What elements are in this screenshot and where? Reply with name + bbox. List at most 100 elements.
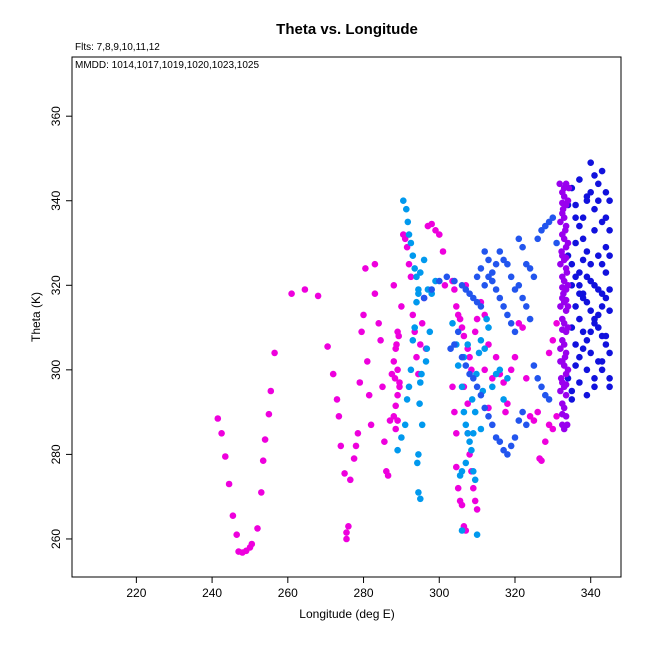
y-tick-label-2: 300 xyxy=(49,360,63,380)
data-point-s1-37 xyxy=(460,408,468,416)
data-point-s1-63 xyxy=(496,366,504,374)
data-point-s3-61 xyxy=(598,260,606,268)
x-tick-label-3: 280 xyxy=(354,586,374,600)
data-point-s3-30 xyxy=(587,328,594,336)
data-point-s2-67 xyxy=(454,328,462,336)
data-point-s3-7 xyxy=(591,172,598,179)
data-point-s0-1 xyxy=(218,430,225,437)
data-point-s0-135 xyxy=(542,438,549,446)
data-point-s0-26 xyxy=(341,470,348,477)
data-point-s2-21 xyxy=(519,243,526,251)
data-point-s4-49 xyxy=(560,290,567,298)
data-point-s4-52 xyxy=(562,227,569,234)
data-point-s1-55 xyxy=(462,459,470,467)
data-point-s4-33 xyxy=(564,197,572,204)
data-point-s3-20 xyxy=(595,324,602,331)
data-point-s1-40 xyxy=(466,438,473,446)
data-point-s0-142 xyxy=(481,366,489,374)
data-point-s0-0 xyxy=(214,415,222,422)
data-point-s2-23 xyxy=(526,265,534,272)
data-point-s1-38 xyxy=(462,421,470,429)
data-point-s4-57 xyxy=(562,381,570,388)
data-point-s2-30 xyxy=(553,239,560,247)
data-point-s0-63 xyxy=(413,353,420,361)
data-point-s0-35 xyxy=(358,328,365,336)
data-point-s2-69 xyxy=(447,345,454,353)
data-point-s1-6 xyxy=(409,337,417,344)
data-point-s4-56 xyxy=(559,410,566,418)
data-point-s2-8 xyxy=(470,294,477,302)
y-tick-label-1: 280 xyxy=(49,444,63,464)
data-point-s3-40 xyxy=(602,269,610,276)
data-point-s3-9 xyxy=(598,167,606,175)
data-point-s1-57 xyxy=(449,320,456,327)
data-point-s0-128 xyxy=(519,324,526,331)
data-point-s0-48 xyxy=(384,472,392,479)
data-point-s2-47 xyxy=(542,391,549,399)
data-point-s2-35 xyxy=(496,294,504,302)
data-point-s3-26 xyxy=(572,362,579,369)
data-point-s1-16 xyxy=(400,197,407,204)
data-point-s0-140 xyxy=(549,337,557,344)
data-point-s0-66 xyxy=(418,320,426,327)
data-point-s3-52 xyxy=(572,303,579,310)
data-point-s0-60 xyxy=(407,273,415,281)
data-point-s0-81 xyxy=(393,341,400,348)
data-point-s1-48 xyxy=(475,349,483,357)
data-point-s0-39 xyxy=(365,391,373,399)
data-point-s0-10 xyxy=(248,540,256,548)
data-point-s3-65 xyxy=(587,189,594,196)
data-point-s3-38 xyxy=(587,277,594,285)
data-point-s4-38 xyxy=(560,341,568,348)
data-point-s2-11 xyxy=(481,282,489,289)
data-point-s0-2 xyxy=(222,453,229,460)
data-point-s2-45 xyxy=(534,375,541,382)
data-point-s3-70 xyxy=(583,391,591,399)
data-point-s3-11 xyxy=(606,197,613,204)
data-point-s0-131 xyxy=(530,417,538,424)
data-point-s2-10 xyxy=(477,303,485,310)
data-point-s2-37 xyxy=(504,311,511,319)
data-point-s0-27 xyxy=(343,529,350,536)
data-point-s3-80 xyxy=(583,273,591,281)
data-point-s2-29 xyxy=(549,214,557,221)
data-point-s2-63 xyxy=(511,434,519,441)
data-point-s0-118 xyxy=(485,341,492,348)
data-point-s4-48 xyxy=(561,353,569,361)
data-point-s3-27 xyxy=(576,353,583,361)
data-point-s1-49 xyxy=(477,425,485,433)
data-point-s4-37 xyxy=(560,362,568,369)
data-point-s2-68 xyxy=(451,341,458,348)
data-point-s0-101 xyxy=(454,484,462,492)
y-tick-label-3: 320 xyxy=(49,275,63,295)
data-point-s0-77 xyxy=(394,391,401,399)
data-point-s4-58 xyxy=(559,326,566,334)
data-point-s0-139 xyxy=(545,349,553,357)
data-point-s2-25 xyxy=(534,235,541,243)
data-point-s0-31 xyxy=(350,455,358,462)
data-point-s0-119 xyxy=(489,375,496,382)
data-point-s3-78 xyxy=(602,332,610,340)
data-point-s0-92 xyxy=(460,332,468,340)
data-point-s4-50 xyxy=(563,269,571,276)
data-point-s0-29 xyxy=(345,523,352,530)
data-point-s4-53 xyxy=(559,205,567,213)
data-point-s3-82 xyxy=(598,290,606,298)
data-point-s0-73 xyxy=(439,248,447,255)
data-point-s4-39 xyxy=(560,320,568,327)
data-point-s1-19 xyxy=(405,231,413,238)
data-point-s1-44 xyxy=(473,531,481,538)
x-axis-label: Longitude (deg E) xyxy=(299,607,394,621)
data-points xyxy=(214,159,613,556)
data-point-s4-43 xyxy=(560,235,568,243)
data-point-s1-11 xyxy=(418,421,426,429)
data-point-s1-5 xyxy=(407,366,415,374)
data-point-s2-40 xyxy=(515,282,523,289)
data-point-s0-32 xyxy=(352,442,360,450)
data-point-s0-22 xyxy=(329,370,337,378)
data-point-s1-0 xyxy=(394,446,401,454)
data-point-s2-66 xyxy=(523,421,530,429)
data-point-s2-2 xyxy=(436,277,443,285)
data-point-s0-127 xyxy=(515,320,523,327)
data-point-s3-56 xyxy=(602,243,610,251)
